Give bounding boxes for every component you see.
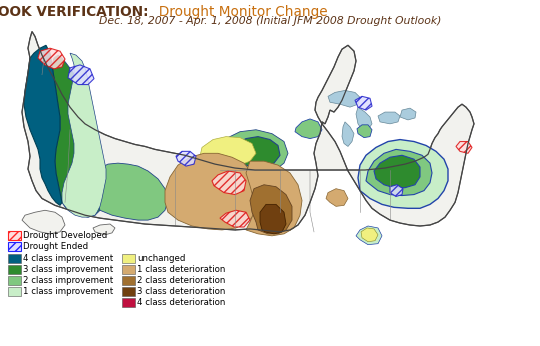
- FancyBboxPatch shape: [122, 265, 135, 274]
- Polygon shape: [400, 108, 416, 120]
- Polygon shape: [326, 189, 348, 206]
- Text: 2 class deterioration: 2 class deterioration: [137, 276, 225, 285]
- Text: Drought Ended: Drought Ended: [23, 242, 88, 251]
- Polygon shape: [374, 155, 420, 188]
- Polygon shape: [378, 112, 400, 124]
- Polygon shape: [22, 210, 65, 234]
- Polygon shape: [358, 139, 448, 208]
- FancyBboxPatch shape: [8, 231, 21, 240]
- Text: DROUGHT OUTLOOK VERIFICATION:: DROUGHT OUTLOOK VERIFICATION:: [0, 5, 148, 19]
- Polygon shape: [357, 125, 372, 138]
- Polygon shape: [260, 204, 286, 234]
- Text: Drought Developed: Drought Developed: [23, 231, 107, 240]
- Polygon shape: [52, 55, 102, 217]
- FancyBboxPatch shape: [122, 254, 135, 263]
- Polygon shape: [328, 90, 360, 107]
- Polygon shape: [361, 228, 378, 242]
- Polygon shape: [342, 122, 354, 146]
- Text: 2 class improvement: 2 class improvement: [23, 276, 113, 285]
- Polygon shape: [366, 149, 432, 195]
- FancyBboxPatch shape: [8, 287, 21, 296]
- FancyBboxPatch shape: [122, 298, 135, 307]
- FancyBboxPatch shape: [122, 287, 135, 296]
- FancyBboxPatch shape: [8, 254, 21, 263]
- Polygon shape: [355, 96, 372, 110]
- Polygon shape: [165, 153, 260, 230]
- Polygon shape: [62, 53, 106, 217]
- Text: Dec. 18, 2007 - Apr. 1, 2008 (Initial JFM 2008 Drought Outlook): Dec. 18, 2007 - Apr. 1, 2008 (Initial JF…: [99, 16, 441, 26]
- FancyBboxPatch shape: [8, 276, 21, 285]
- Polygon shape: [93, 224, 115, 235]
- Polygon shape: [250, 185, 292, 234]
- FancyBboxPatch shape: [8, 242, 21, 251]
- Polygon shape: [295, 119, 322, 139]
- Polygon shape: [228, 137, 280, 167]
- Polygon shape: [200, 137, 256, 166]
- Polygon shape: [218, 130, 288, 174]
- Text: Drought Monitor Change: Drought Monitor Change: [150, 5, 328, 19]
- Polygon shape: [92, 163, 168, 220]
- Polygon shape: [356, 107, 372, 130]
- Text: 4 class deterioration: 4 class deterioration: [137, 298, 225, 307]
- Polygon shape: [456, 142, 472, 153]
- Polygon shape: [22, 31, 474, 232]
- Text: 1 class improvement: 1 class improvement: [23, 287, 113, 296]
- FancyBboxPatch shape: [122, 276, 135, 285]
- Polygon shape: [68, 65, 94, 84]
- Text: unchanged: unchanged: [137, 254, 185, 263]
- Polygon shape: [24, 45, 62, 206]
- FancyBboxPatch shape: [8, 265, 21, 274]
- Polygon shape: [356, 226, 382, 245]
- Polygon shape: [220, 210, 250, 227]
- Polygon shape: [390, 185, 403, 197]
- Polygon shape: [176, 151, 196, 166]
- Polygon shape: [212, 171, 246, 194]
- Text: 4 class improvement: 4 class improvement: [23, 254, 113, 263]
- Text: 3 class deterioration: 3 class deterioration: [137, 287, 225, 296]
- Polygon shape: [246, 161, 302, 236]
- Polygon shape: [38, 48, 65, 69]
- Text: 3 class improvement: 3 class improvement: [23, 265, 113, 274]
- Text: 1 class deterioration: 1 class deterioration: [137, 265, 225, 274]
